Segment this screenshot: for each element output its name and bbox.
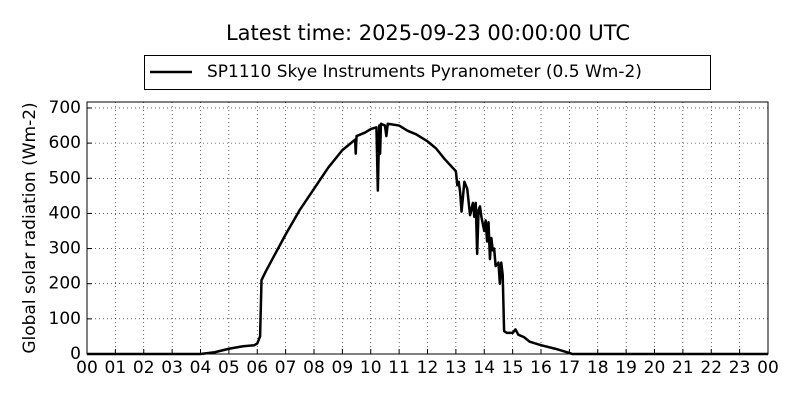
y-tick-label: 200 <box>49 274 81 294</box>
chart-title: Latest time: 2025-09-23 00:00:00 UTC <box>226 21 630 45</box>
x-tick-label: 23 <box>729 358 751 378</box>
legend-box <box>144 55 711 90</box>
x-tick-label: 03 <box>161 358 183 378</box>
y-tick-label: 300 <box>49 239 81 259</box>
x-tick-label: 07 <box>275 358 297 378</box>
x-tick-label: 10 <box>360 358 382 378</box>
y-tick-label: 500 <box>49 168 81 188</box>
x-tick-label: 11 <box>388 358 410 378</box>
x-tick-label: 16 <box>530 358 552 378</box>
x-tick-label: 22 <box>700 358 722 378</box>
x-tick-label: 00 <box>757 358 779 378</box>
x-tick-label: 13 <box>445 358 467 378</box>
x-tick-label: 14 <box>473 358 495 378</box>
x-tick-label: 19 <box>615 358 637 378</box>
x-tick-label: 02 <box>133 358 155 378</box>
x-tick-label: 21 <box>672 358 694 378</box>
x-tick-label: 01 <box>105 358 127 378</box>
y-tick-label: 400 <box>49 203 81 223</box>
y-tick-label: 0 <box>70 344 81 364</box>
x-tick-label: 09 <box>332 358 354 378</box>
x-tick-label: 00 <box>76 358 98 378</box>
x-tick-label: 18 <box>587 358 609 378</box>
x-tick-label: 12 <box>417 358 439 378</box>
x-tick-label: 15 <box>502 358 524 378</box>
x-tick-label: 17 <box>559 358 581 378</box>
x-tick-label: 04 <box>190 358 212 378</box>
data-line <box>87 122 768 356</box>
y-axis-label: Global solar radiation (Wm-2) <box>20 102 40 353</box>
x-tick-label: 05 <box>218 358 240 378</box>
plot-frame <box>86 101 769 355</box>
y-tick-label: 700 <box>49 98 81 118</box>
x-tick-label: 06 <box>246 358 268 378</box>
x-tick-label: 08 <box>303 358 325 378</box>
legend-label: SP1110 Skye Instruments Pyranometer (0.5… <box>207 62 642 82</box>
x-tick-label: 20 <box>644 358 666 378</box>
y-tick-label: 100 <box>49 309 81 329</box>
y-tick-label: 600 <box>49 133 81 153</box>
